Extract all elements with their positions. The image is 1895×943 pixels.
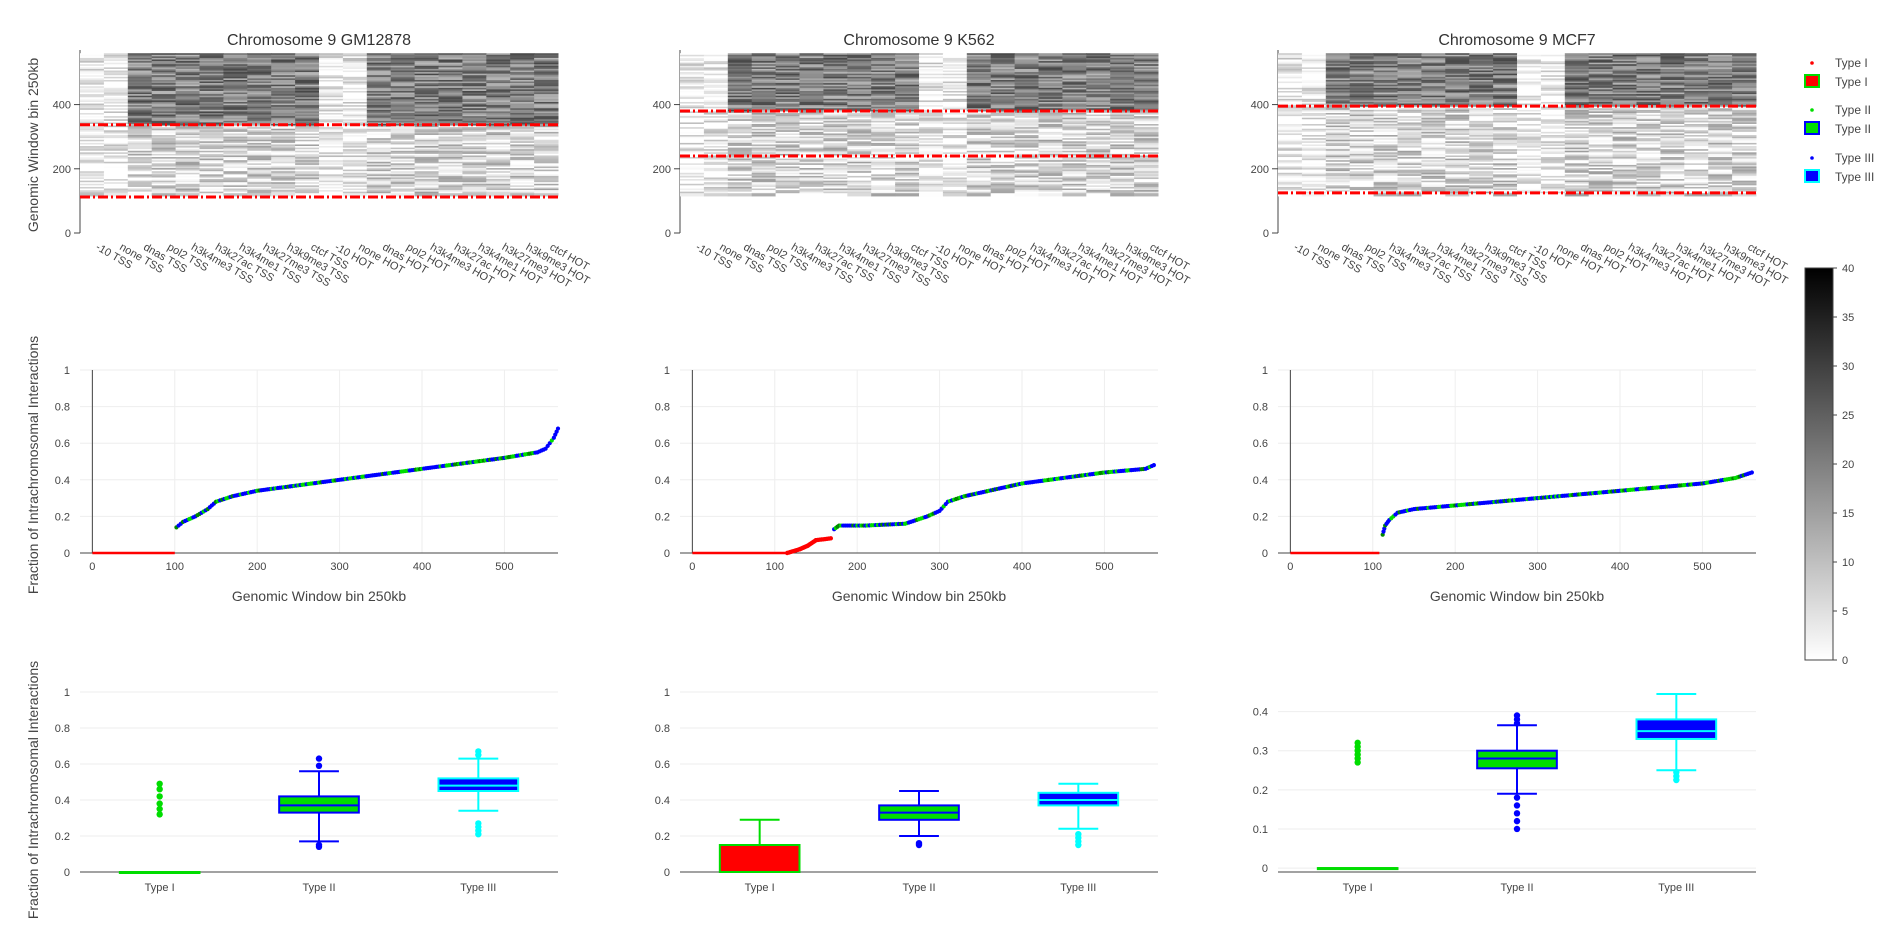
heatmap-title: Chromosome 9 GM12878	[227, 32, 411, 49]
y-tick-label: 200	[1251, 164, 1269, 176]
heatmap-cells	[1278, 53, 1757, 197]
heatmap-cell	[151, 193, 177, 197]
heatmap-cell	[223, 193, 248, 197]
heatmap-cell	[847, 193, 872, 197]
heatmap-cell	[703, 193, 729, 197]
heatmap-cell	[486, 193, 511, 197]
heatmap-cells	[680, 53, 1159, 197]
heatmap-cell	[1014, 193, 1039, 197]
heatmap-cells	[80, 53, 559, 197]
y-tick-label: 400	[1251, 100, 1269, 112]
heatmap-cell	[990, 193, 1016, 197]
heatmap-cell	[414, 193, 439, 197]
heatmap-cell	[438, 193, 463, 197]
heatmap-cell	[342, 193, 368, 197]
heatmap-cell	[510, 193, 535, 197]
y-tick-label: 200	[653, 164, 671, 176]
heatmap-cell	[366, 193, 392, 197]
heatmap-cell	[271, 193, 296, 197]
y-tick-label: 400	[53, 100, 71, 112]
heatmap-cell	[775, 193, 800, 197]
heatmap-cell	[1062, 193, 1087, 197]
heatmap-cell	[247, 193, 272, 197]
heatmap-cell	[319, 193, 344, 197]
y-tick-label: 400	[653, 100, 671, 112]
heatmap-cell	[199, 193, 224, 197]
heatmap-cell	[1086, 193, 1111, 197]
heatmap-cell	[871, 193, 896, 197]
heatmap-cell	[942, 193, 968, 197]
heatmap-cell	[919, 193, 944, 197]
heatmap-cell	[462, 193, 487, 197]
heatmap-cell	[390, 193, 416, 197]
y-tick-label: 0	[1263, 228, 1269, 240]
heatmap-cell	[799, 193, 824, 197]
heatmap-cell	[127, 193, 153, 197]
y-tick-label: 200	[53, 164, 71, 176]
heatmap-cell	[751, 193, 777, 197]
heatmap-cell	[1038, 193, 1063, 197]
heatmap-cell	[727, 193, 753, 197]
heatmap-cell	[895, 193, 920, 197]
heatmap-cell	[175, 193, 200, 197]
heatmap-cell	[823, 193, 848, 197]
y-tick-label: 0	[65, 228, 71, 240]
heatmap-cell	[966, 193, 992, 197]
heatmap-title: Chromosome 9 K562	[843, 32, 994, 49]
heatmap-cell	[534, 193, 559, 197]
heatmap-title: Chromosome 9 MCF7	[1438, 32, 1595, 49]
y-tick-label: 0	[665, 228, 671, 240]
heatmap-cell	[80, 193, 105, 197]
heatmap-cell	[103, 193, 129, 197]
heatmap-cell	[295, 193, 320, 197]
heatmap-cell	[680, 193, 705, 197]
heatmap-cell	[1134, 193, 1159, 197]
heatmap-cell	[1110, 193, 1135, 197]
